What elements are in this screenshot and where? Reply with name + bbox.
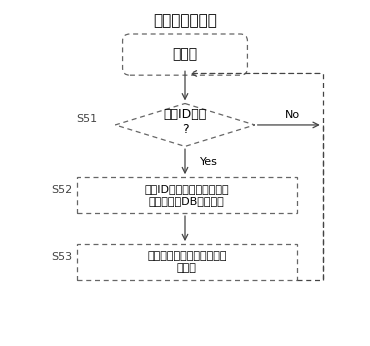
Text: 社員ID受信
?: 社員ID受信 ? — [164, 108, 206, 136]
Text: S53: S53 — [51, 252, 72, 262]
Text: Yes: Yes — [200, 157, 218, 167]
Text: S52: S52 — [51, 185, 72, 195]
Text: No: No — [285, 110, 300, 120]
Text: 社員情報を遠隔会議サーバ
に送信: 社員情報を遠隔会議サーバ に送信 — [147, 252, 226, 273]
Text: S51: S51 — [77, 114, 98, 124]
Polygon shape — [115, 103, 255, 146]
Text: 開　始: 開 始 — [172, 48, 198, 62]
FancyBboxPatch shape — [77, 244, 297, 280]
Text: 社員情報サーバ: 社員情報サーバ — [153, 13, 217, 28]
FancyBboxPatch shape — [122, 34, 248, 75]
Text: 社員IDに対応する社員情報
を社員情報DBから取得: 社員IDに対応する社員情報 を社員情報DBから取得 — [145, 184, 229, 206]
FancyBboxPatch shape — [77, 177, 297, 213]
